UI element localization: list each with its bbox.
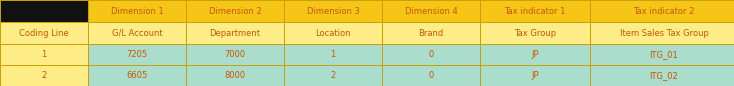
Text: 2: 2 <box>330 71 335 80</box>
Bar <box>0 65 88 86</box>
Text: 1: 1 <box>41 50 47 59</box>
Text: Tax Group: Tax Group <box>514 28 556 37</box>
Bar <box>186 65 284 86</box>
Text: JP: JP <box>531 50 539 59</box>
Text: 2: 2 <box>41 71 47 80</box>
Bar <box>186 0 284 22</box>
Bar <box>382 0 480 22</box>
Text: Coding Line: Coding Line <box>19 28 69 37</box>
Bar <box>480 22 590 44</box>
Bar <box>284 65 382 86</box>
Bar <box>382 44 480 65</box>
Bar <box>382 65 480 86</box>
Bar <box>88 65 186 86</box>
Text: 0: 0 <box>429 71 434 80</box>
Bar <box>284 22 382 44</box>
Bar <box>88 22 186 44</box>
Bar <box>480 0 590 22</box>
Text: Dimension 3: Dimension 3 <box>307 7 360 15</box>
Bar <box>0 44 88 65</box>
Text: Department: Department <box>209 28 261 37</box>
Bar <box>186 44 284 65</box>
Text: ITG_02: ITG_02 <box>650 71 678 80</box>
Bar <box>590 0 734 22</box>
Bar <box>88 44 186 65</box>
Text: Dimension 4: Dimension 4 <box>404 7 457 15</box>
Text: 1: 1 <box>330 50 335 59</box>
Text: Item Sales Tax Group: Item Sales Tax Group <box>619 28 708 37</box>
Text: 0: 0 <box>429 50 434 59</box>
Bar <box>590 22 734 44</box>
Bar <box>0 22 88 44</box>
Bar <box>382 22 480 44</box>
Text: Dimension 1: Dimension 1 <box>111 7 164 15</box>
Text: JP: JP <box>531 71 539 80</box>
Bar <box>480 65 590 86</box>
Text: Tax indicator 2: Tax indicator 2 <box>633 7 694 15</box>
Bar <box>590 44 734 65</box>
Bar <box>590 65 734 86</box>
Bar <box>480 44 590 65</box>
Text: Tax indicator 1: Tax indicator 1 <box>504 7 566 15</box>
Bar <box>88 0 186 22</box>
Text: 7205: 7205 <box>126 50 148 59</box>
Text: 6605: 6605 <box>126 71 148 80</box>
Text: Brand: Brand <box>418 28 443 37</box>
Bar <box>186 22 284 44</box>
Bar <box>284 0 382 22</box>
Text: Dimension 2: Dimension 2 <box>208 7 261 15</box>
Bar <box>0 0 88 22</box>
Text: Location: Location <box>315 28 351 37</box>
Bar <box>284 44 382 65</box>
Text: 8000: 8000 <box>225 71 246 80</box>
Text: G/L Account: G/L Account <box>112 28 162 37</box>
Text: 7000: 7000 <box>225 50 246 59</box>
Text: ITG_01: ITG_01 <box>650 50 678 59</box>
